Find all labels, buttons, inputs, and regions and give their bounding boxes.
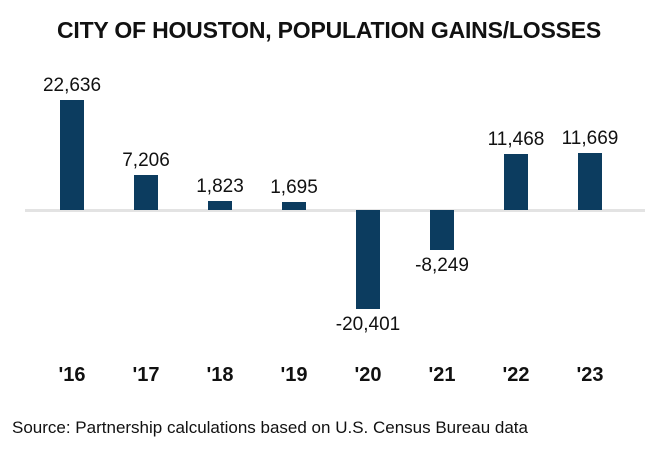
x-tick-label-0: '16 bbox=[58, 364, 86, 386]
bar-group-6: 11,468 bbox=[479, 0, 553, 360]
bar[interactable] bbox=[356, 210, 380, 310]
bar-group-7: 11,669 bbox=[553, 0, 627, 360]
x-tick-label-3: '19 bbox=[280, 364, 308, 386]
bar[interactable] bbox=[430, 210, 454, 251]
bar-value-label: 7,206 bbox=[122, 149, 170, 171]
chart-title: CITY OF HOUSTON, POPULATION GAINS/LOSSES bbox=[56, 17, 602, 43]
x-tick-label-5: '21 bbox=[428, 364, 456, 386]
x-tick-label-6: '22 bbox=[502, 364, 530, 386]
bar[interactable] bbox=[134, 174, 158, 210]
bar-value-label: 11,669 bbox=[561, 128, 619, 150]
source-note: Source: Partnership calculations based o… bbox=[12, 418, 528, 437]
bar-group-1: 7,206 bbox=[109, 0, 183, 360]
bar[interactable] bbox=[60, 100, 84, 210]
x-tick-label-1: '17 bbox=[132, 364, 160, 386]
bar-group-4: -20,401 bbox=[331, 0, 405, 360]
bar[interactable] bbox=[504, 154, 528, 210]
plot-area: 22,636 7,206 1,823 1,695 -20,401 -8,249 … bbox=[25, 0, 645, 360]
x-axis-labels: '16 '17 '18 '19 '20 '21 '22 '23 bbox=[0, 364, 658, 394]
bar-value-label: 22,636 bbox=[42, 75, 102, 96]
bar[interactable] bbox=[208, 201, 232, 210]
bar-group-2: 1,823 bbox=[183, 0, 257, 360]
bar-group-0: 22,636 bbox=[35, 0, 109, 360]
bar-group-5: -8,249 bbox=[405, 0, 479, 360]
x-tick-label-2: '18 bbox=[206, 364, 234, 386]
bar-value-label: -8,249 bbox=[415, 255, 469, 277]
bar-value-label: 11,468 bbox=[487, 129, 545, 151]
bar-value-label: 1,823 bbox=[196, 176, 244, 198]
x-tick-label-4: '20 bbox=[354, 364, 382, 386]
bar-value-label: 1,695 bbox=[270, 176, 318, 198]
zero-axis-line bbox=[25, 209, 645, 212]
bar-group-3: 1,695 bbox=[257, 0, 331, 360]
bar[interactable] bbox=[578, 153, 602, 210]
bar-value-label: -20,401 bbox=[335, 314, 401, 336]
bar[interactable] bbox=[282, 201, 306, 210]
x-tick-label-7: '23 bbox=[576, 364, 604, 386]
